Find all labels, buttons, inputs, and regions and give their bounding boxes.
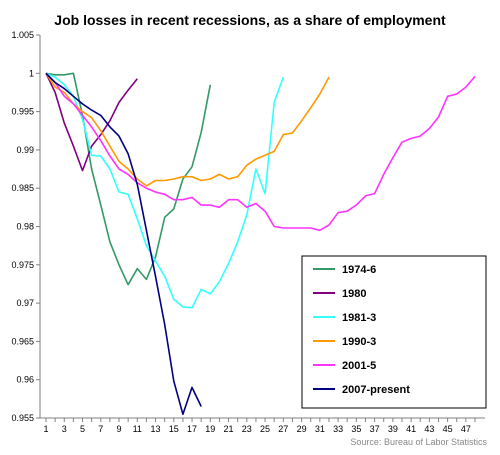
legend-box [301,255,487,409]
chart-title: Job losses in recent recessions, as a sh… [54,12,446,28]
x-tick-label: 5 [80,424,85,434]
x-tick-label: 39 [388,424,398,434]
x-tick-label: 19 [205,424,215,434]
x-tick-label: 27 [278,424,288,434]
x-tick-label: 11 [133,424,142,434]
series-line-2007-present [45,72,202,416]
legend: 1974-6 1980 1981-3 1990-3 2001-5 2007-present [301,255,487,409]
series-lines [45,72,476,416]
y-tick-label: 0.995 [11,107,34,117]
x-tick-label: 47 [461,424,471,434]
y-tick-label: 0.985 [11,183,34,193]
legend-label: 1980 [342,288,366,300]
x-tick-label: 29 [297,424,307,434]
x-tick-label: 1 [43,424,48,434]
x-tick-label: 45 [443,424,453,434]
x-tick-label: 15 [169,424,179,434]
series-line-1980 [45,72,138,172]
y-tick-label: 1 [29,68,34,78]
legend-label: 1974-6 [342,264,376,276]
y-tick-label: 1.005 [11,30,34,40]
y-tick-label: 0.97 [16,298,34,308]
y-tick-label: 0.98 [16,222,34,232]
legend-label: 1981-3 [342,312,376,324]
series-line-1974-6 [45,72,212,286]
x-tick-label: 33 [333,424,343,434]
x-tick-label: 3 [62,424,67,434]
legend-label: 2001-5 [342,360,376,372]
y-ticks: 0.955 0.96 0.965 0.97 0.975 0.98 0.985 0.99 0.99… [11,30,40,423]
x-tick-label: 23 [242,424,252,434]
legend-label: 1990-3 [342,336,376,348]
x-tick-label: 7 [98,424,103,434]
y-tick-label: 0.965 [11,336,34,346]
series-line-1990-3 [45,72,330,187]
x-tick-label: 21 [224,424,234,434]
x-tick-label: 25 [260,424,270,434]
y-tick-label: 0.99 [16,145,34,155]
y-tick-label: 0.96 [16,375,34,385]
x-tick-label: 41 [406,424,416,434]
y-tick-label: 0.955 [11,413,34,423]
chart-source: Source: Bureau of Labor Statistics [350,437,487,447]
x-tick-label: 13 [151,424,161,434]
x-tick-label: 37 [370,424,380,434]
x-ticks: 1 3 5 7 9 11 13 15 17 19 21 23 25 27 29 31 33 35 37 39 41 43 4… [43,418,476,434]
legend-label: 2007-present [342,384,410,396]
y-tick-label: 0.975 [11,260,34,270]
x-tick-label: 35 [351,424,361,434]
series-line-2001-5 [45,72,476,232]
x-tick-label: 43 [424,424,434,434]
x-tick-label: 9 [117,424,122,434]
series-line-1981-3 [45,72,285,309]
x-tick-label: 31 [315,424,325,434]
x-tick-label: 17 [187,424,197,434]
